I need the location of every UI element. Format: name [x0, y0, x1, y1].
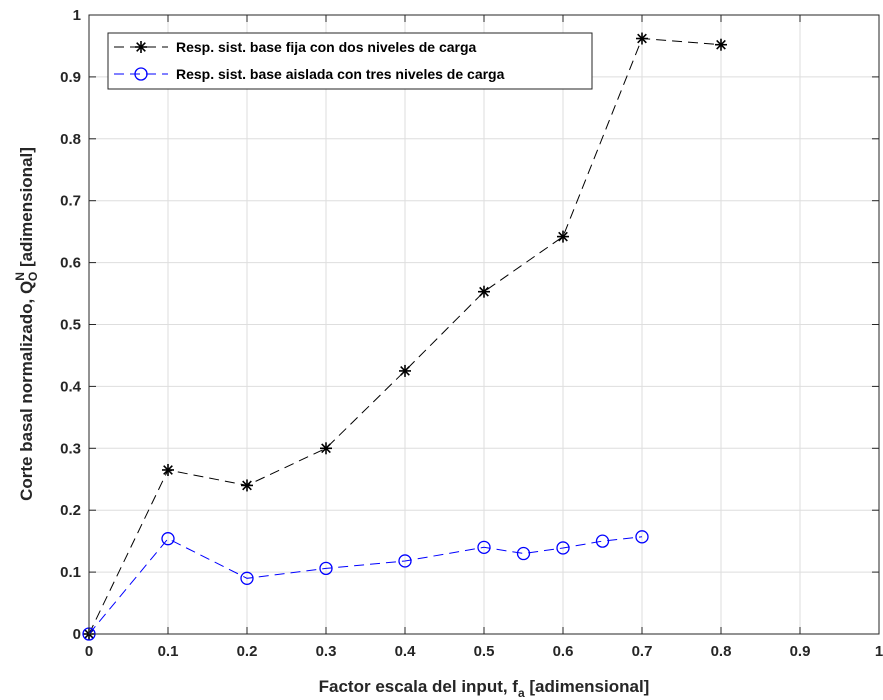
data-point-asterisk — [557, 230, 569, 243]
legend-label: Resp. sist. base aislada con tres nivele… — [176, 66, 505, 82]
y-axis-label-sup: N — [13, 272, 27, 281]
y-tick-label: 0.2 — [60, 502, 81, 519]
series-2 — [82, 530, 649, 641]
y-axis-label: Corte basal normalizado, QNO [adimension… — [13, 147, 40, 501]
series-2-line — [88, 536, 643, 635]
data-point-circle — [556, 541, 570, 555]
y-tick-label: 0.9 — [60, 69, 81, 86]
data-point-asterisk — [478, 285, 490, 298]
legend-marker-asterisk — [135, 41, 147, 53]
y-tick-label: 1 — [73, 7, 81, 24]
x-tick-label: 0.8 — [711, 643, 732, 660]
x-tick-label: 0.5 — [474, 643, 495, 660]
x-axis-label-main: Factor escala del input, f — [319, 677, 519, 696]
data-point-circle — [516, 546, 531, 561]
ticks: 0 0.1 0.2 0.3 0.4 0.5 0.6 0.7 0.8 0.9 1 0 0.1 0.2 0.3 0… — [60, 7, 883, 660]
x-axis-label-sub: a — [518, 686, 525, 700]
x-axis-label: Factor escala del input, fa [adimensiona… — [319, 677, 650, 700]
data-point-circle — [161, 532, 175, 546]
y-tick-label: 0 — [73, 626, 81, 643]
y-axis-label-sub: O — [26, 272, 40, 281]
y-tick-label: 0.7 — [60, 193, 81, 210]
data-point-asterisk — [320, 442, 332, 455]
y-tick-label: 0.1 — [60, 564, 81, 581]
data-point-circle — [635, 530, 649, 544]
y-axis-label-main: Corte basal normalizado, Q — [17, 281, 36, 501]
x-tick-label: 0 — [85, 643, 93, 660]
data-point-asterisk — [241, 479, 253, 492]
legend-label: Resp. sist. base fija con dos niveles de… — [176, 39, 477, 55]
grid — [89, 15, 879, 634]
x-tick-label: 0.9 — [790, 643, 811, 660]
y-axis-label-tail: [adimensional] — [17, 147, 36, 272]
data-point-asterisk — [636, 32, 648, 45]
x-tick-label: 0.2 — [237, 643, 258, 660]
data-point-circle — [595, 534, 610, 548]
x-axis-label-tail: [adimensional] — [525, 677, 650, 696]
x-tick-label: 0.1 — [158, 643, 179, 660]
data-point-circle — [398, 554, 412, 568]
data-point-circle — [477, 540, 491, 554]
data-point-circle — [319, 561, 333, 576]
y-tick-label: 0.5 — [60, 317, 81, 334]
data-point-circle — [240, 571, 254, 585]
x-tick-label: 0.3 — [316, 643, 337, 660]
data-point-asterisk — [162, 463, 174, 476]
x-tick-label: 1 — [875, 643, 883, 660]
x-tick-label: 0.6 — [553, 643, 574, 660]
x-tick-label: 0.4 — [395, 643, 417, 660]
y-tick-label: 0.8 — [60, 131, 81, 148]
y-tick-label: 0.6 — [60, 255, 81, 272]
legend-box — [107, 32, 593, 90]
legend-marker-circle — [134, 67, 148, 81]
series-1-line — [88, 37, 722, 635]
x-tick-label: 0.7 — [632, 643, 653, 660]
data-point-asterisk — [399, 364, 411, 377]
y-tick-label: 0.4 — [60, 378, 82, 395]
y-tick-label: 0.3 — [60, 440, 81, 457]
data-point-asterisk — [715, 38, 727, 51]
legend: Resp. sist. base fija con dos niveles de… — [107, 32, 593, 90]
